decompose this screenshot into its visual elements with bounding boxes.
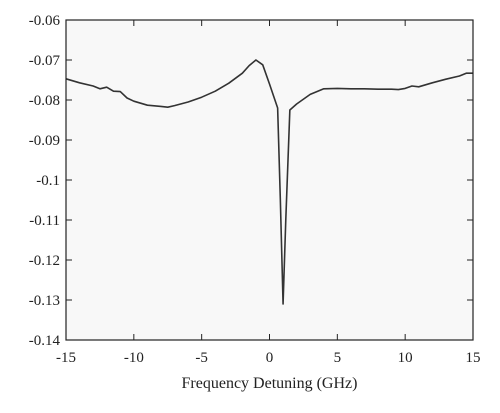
y-tick-label: -0.09	[29, 133, 60, 149]
x-tick-label: -10	[124, 350, 144, 366]
x-axis-title: Frequency Detuning (GHz)	[182, 375, 358, 392]
x-tick-label: 10	[398, 350, 413, 366]
y-tick-label: -0.11	[29, 213, 60, 229]
y-tick-label: -0.12	[29, 253, 60, 269]
y-tick-label: -0.13	[29, 293, 60, 309]
x-tick-label: -15	[56, 350, 76, 366]
y-tick-label: -0.08	[29, 93, 60, 109]
x-tick-label: 0	[266, 350, 274, 366]
y-tick-label: -0.1	[36, 173, 60, 189]
x-tick-label: 15	[466, 350, 481, 366]
plot-area	[66, 20, 473, 340]
x-tick-label: 5	[334, 350, 342, 366]
y-tick-label: -0.07	[29, 53, 61, 69]
y-tick-label: -0.14	[29, 333, 61, 349]
x-tick-label: -5	[195, 350, 208, 366]
data-line	[65, 59, 473, 305]
y-axis: -0.06 -0.07 -0.08 -0.09 -0.1 -0.11 -0.12 -0.13 -…	[29, 13, 473, 349]
x-axis: -15 -10 -5 0 5 10 15	[56, 20, 481, 366]
y-tick-label: -0.06	[29, 13, 61, 29]
